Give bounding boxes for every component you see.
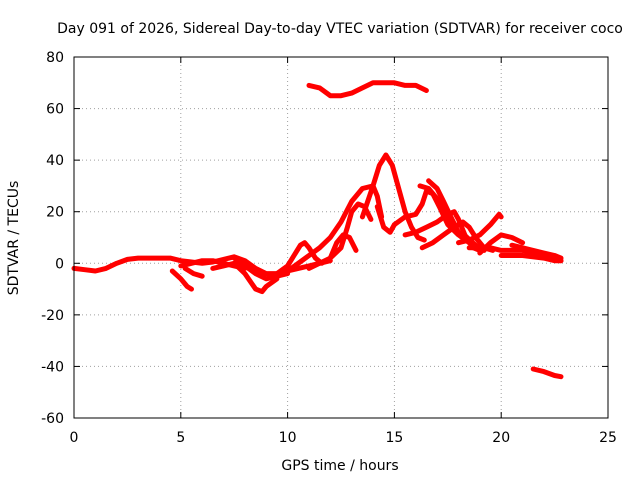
series-line-cross-2: [419, 219, 496, 253]
series-line-top-arc: [306, 80, 429, 99]
series-line-right-4: [509, 242, 564, 261]
y-tick-label: -20: [41, 308, 64, 324]
x-tick-label: 25: [599, 430, 617, 446]
plot-frame: [73, 56, 609, 419]
x-axis-label: GPS time / hours: [281, 458, 398, 474]
series-line-rise-c: [306, 201, 374, 271]
series-line-dip-6: [182, 265, 205, 279]
y-axis-ticks: -60 -40 -20 0 20 40 60 80: [41, 50, 608, 427]
y-tick-label: 80: [46, 50, 64, 66]
y-tick-label: 40: [46, 153, 64, 169]
x-tick-label: 5: [176, 430, 185, 446]
y-tick-label: 60: [46, 102, 64, 118]
y-tick-label: -40: [41, 359, 64, 375]
x-tick-label: 15: [385, 430, 403, 446]
series-line-rise-d: [327, 232, 359, 261]
series-line-rise-a: [274, 240, 325, 277]
series-line-right-5: [498, 253, 564, 264]
y-tick-label: 0: [55, 256, 64, 272]
series-line-mid-2: [210, 260, 280, 295]
x-tick-label: 20: [492, 430, 510, 446]
series-line-low-dip: [374, 204, 397, 235]
x-tick-label: 10: [279, 430, 297, 446]
chart-title: Day 091 of 2026, Sidereal Day-to-day VTE…: [57, 21, 623, 37]
y-axis-label: SDTVAR / TECUs: [6, 181, 22, 296]
x-axis-ticks: 0 5 10 15 20 25: [70, 57, 617, 446]
data-series: [71, 80, 564, 380]
series-line-dip-5: [169, 268, 194, 292]
series-line-bottom-tail: [530, 366, 564, 380]
series-line-mid-3: [231, 255, 291, 282]
x-tick-label: 0: [70, 430, 79, 446]
series-line-right-1: [456, 211, 504, 246]
grid-lines: [74, 57, 608, 418]
series-line-cross-1: [402, 209, 474, 248]
y-tick-label: 20: [46, 205, 64, 221]
y-tick-label: -60: [41, 411, 64, 427]
